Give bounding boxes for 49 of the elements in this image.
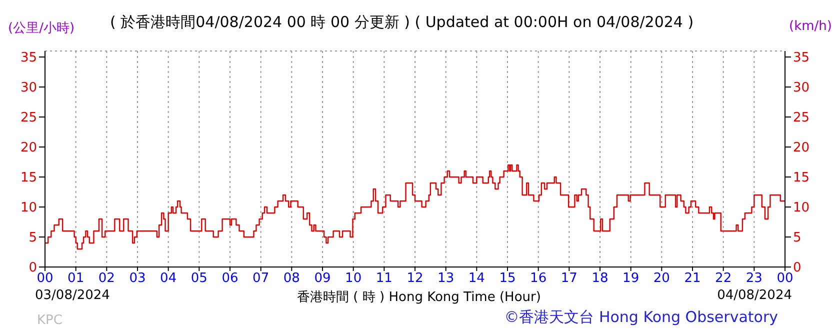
x-tick-label: 21 <box>684 271 701 286</box>
y-tick-label: 25 <box>20 110 37 126</box>
y2-axis-title: (km/h) <box>789 19 832 34</box>
x-tick-label: 09 <box>314 271 331 286</box>
x-tick-label: 13 <box>438 271 454 286</box>
x-tick-label: 01 <box>68 271 84 286</box>
x-tick-label: 22 <box>715 271 732 286</box>
x-tick-label: 23 <box>746 271 762 286</box>
y-tick-label: 0 <box>28 260 37 276</box>
text: 04/08/2024 <box>717 288 792 303</box>
y2-tick-label: 25 <box>793 110 810 126</box>
y-tick-label: 20 <box>20 140 37 156</box>
y-tick-label: 35 <box>20 50 37 66</box>
x-tick-label: 10 <box>345 271 362 286</box>
y-axis-title: (公里/小時) <box>8 20 75 37</box>
x-tick-label: 11 <box>376 271 392 286</box>
y-tick-label: 15 <box>20 170 37 186</box>
chart-title: ( 於香港時間04/08/2024 00 時 00 分更新 ) ( Updated at 00:00H on 04/08/2024 ) <box>110 13 694 32</box>
x-tick-label: 19 <box>622 271 640 286</box>
y2-tick-label: 0 <box>793 260 802 276</box>
text: 03/08/2024 <box>35 288 110 303</box>
y2-tick-label: 20 <box>793 140 810 156</box>
y2-tick-label: 30 <box>793 80 810 96</box>
x-tick-label: 20 <box>653 271 670 286</box>
x-tick-label: 02 <box>98 271 115 286</box>
x-axis-title: 香港時間 ( 時 ) Hong Kong Time (Hour) <box>297 290 541 305</box>
x-tick-label: 00 <box>776 271 794 286</box>
x-tick-label: 07 <box>252 271 270 286</box>
y2-tick-label: 15 <box>793 170 810 186</box>
x-tick-label: 06 <box>222 271 238 286</box>
x-tick-label: 14 <box>468 271 485 286</box>
x-tick-label: 00 <box>36 271 54 286</box>
x-tick-label: 15 <box>499 271 516 286</box>
y2-tick-label: 10 <box>793 200 810 216</box>
x-tick-label: 03 <box>129 271 146 286</box>
x-tick-label: 16 <box>530 271 547 286</box>
text: ©香港天文台 Hong Kong Observatory <box>504 308 778 327</box>
x-tick-label: 17 <box>560 271 578 286</box>
x-tick-label: 12 <box>406 271 424 286</box>
y-tick-label: 30 <box>20 80 37 96</box>
text: KPC <box>37 313 62 328</box>
y2-tick-label: 35 <box>793 50 810 66</box>
x-tick-label: 08 <box>283 271 300 286</box>
y-tick-label: 10 <box>20 200 37 216</box>
x-tick-label: 05 <box>190 271 208 286</box>
y-tick-label: 5 <box>28 230 37 246</box>
x-tick-label: 04 <box>160 271 177 286</box>
x-tick-label: 18 <box>592 271 608 286</box>
y2-tick-label: 5 <box>793 230 802 246</box>
